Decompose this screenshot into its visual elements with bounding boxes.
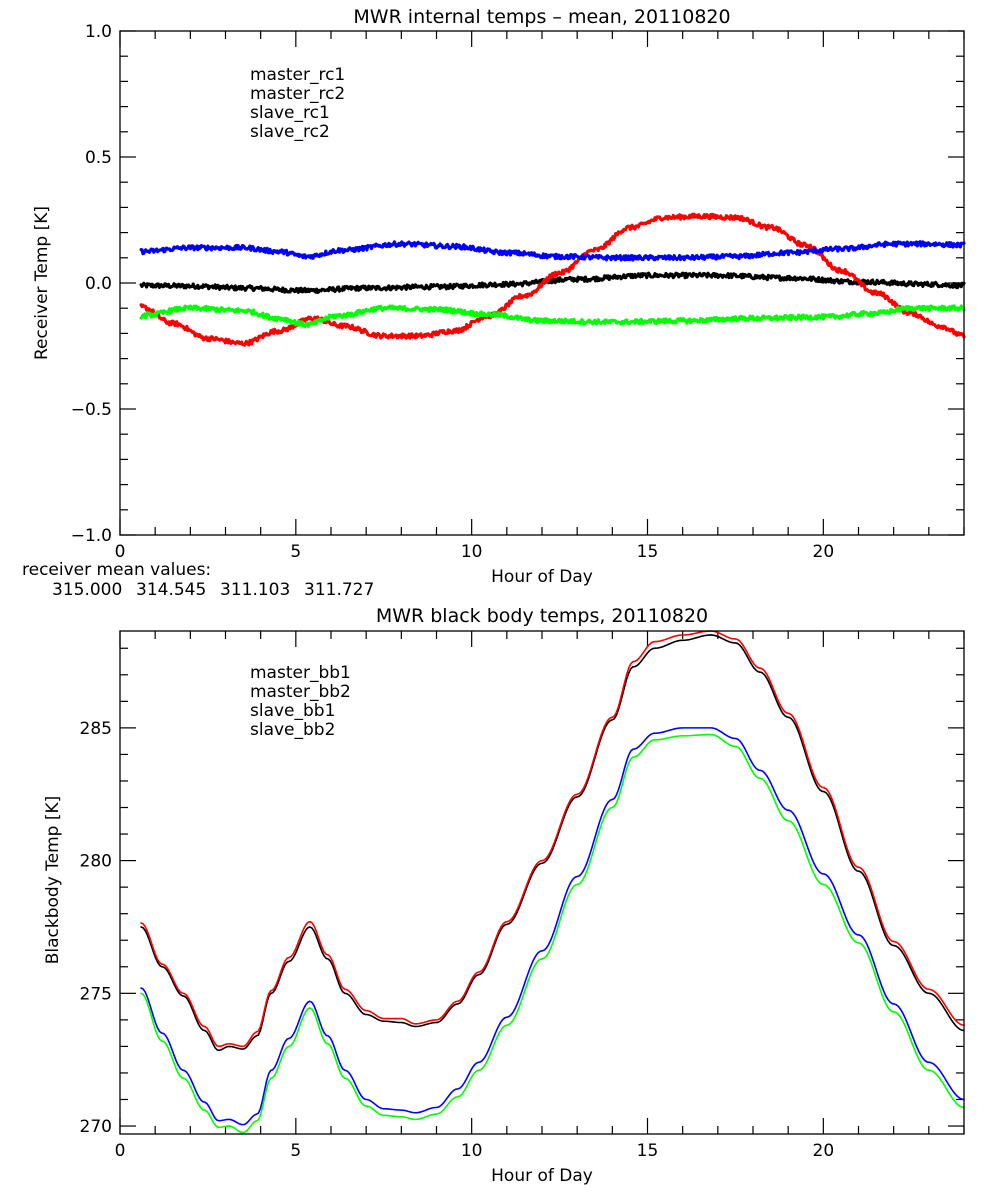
legend-item: slave_bb1 xyxy=(250,701,335,721)
x-tick-label: 10 xyxy=(461,1141,483,1161)
y-tick-label: 285 xyxy=(80,719,112,739)
x-tick-label: 0 xyxy=(115,542,126,562)
blackbody-temp-chart: MWR black body temps, 20110820 Hour of D… xyxy=(43,605,965,1186)
axis-ticks: 0 5 10 15 20 −1.0 −0.5 0.0 0.5 1.0 xyxy=(71,22,965,562)
series-line-slave-bb2 xyxy=(140,733,965,1134)
legend-item: master_rc1 xyxy=(250,65,345,85)
x-axis-label: Hour of Day xyxy=(491,567,593,587)
y-tick-label: 275 xyxy=(80,984,112,1004)
legend-item: slave_rc1 xyxy=(250,103,330,123)
series-line-master-rc1 xyxy=(139,271,966,295)
axis-ticks: 0 5 10 15 20 270 275 280 285 xyxy=(80,631,965,1161)
y-axis-label: Blackbody Temp [K] xyxy=(43,796,63,965)
series-line-slave-bb1 xyxy=(140,727,965,1126)
y-tick-label: 0.0 xyxy=(85,274,112,294)
receiver-mean-value: 315.000 xyxy=(52,580,122,600)
receiver-mean-values: receiver mean values: 315.000 314.545 31… xyxy=(22,560,374,600)
y-tick-label: −1.0 xyxy=(71,526,112,546)
x-tick-label: 15 xyxy=(637,1141,659,1161)
receiver-mean-value: 311.727 xyxy=(304,580,374,600)
legend-item: master_bb1 xyxy=(250,663,351,683)
chart-title: MWR internal temps – mean, 20110820 xyxy=(353,6,730,28)
x-tick-label: 15 xyxy=(637,542,659,562)
x-tick-label: 20 xyxy=(813,1141,835,1161)
legend: master_bb1 master_bb2 slave_bb1 slave_bb… xyxy=(250,663,351,740)
legend-item: slave_bb2 xyxy=(250,720,335,740)
legend-item: master_rc2 xyxy=(250,84,345,104)
x-axis-label: Hour of Day xyxy=(491,1166,593,1186)
x-tick-label: 5 xyxy=(290,1141,301,1161)
receiver-mean-value: 311.103 xyxy=(220,580,290,600)
x-tick-label: 10 xyxy=(461,542,483,562)
series-line-slave-rc1 xyxy=(139,240,966,262)
y-tick-label: 0.5 xyxy=(85,148,112,168)
series-line-master-rc2 xyxy=(139,212,966,347)
legend: master_rc1 master_rc2 slave_rc1 slave_rc… xyxy=(250,65,345,142)
y-tick-label: 1.0 xyxy=(85,22,112,42)
x-tick-label: 5 xyxy=(290,542,301,562)
series-group xyxy=(140,630,965,1134)
x-tick-label: 0 xyxy=(115,1141,126,1161)
receiver-temp-chart: MWR internal temps – mean, 20110820 Hour… xyxy=(32,6,966,587)
series-line-slave-rc2 xyxy=(139,304,966,328)
legend-item: master_bb2 xyxy=(250,682,351,702)
y-tick-label: 280 xyxy=(80,852,112,872)
y-tick-label: 270 xyxy=(80,1117,112,1137)
series-line-master-bb2 xyxy=(140,630,965,1048)
receiver-mean-value: 314.545 xyxy=(136,580,206,600)
plot-frame xyxy=(119,30,965,536)
receiver-mean-label: receiver mean values: xyxy=(22,560,211,580)
y-axis-label: Receiver Temp [K] xyxy=(32,206,52,360)
series-group xyxy=(139,212,966,347)
series-line-master-bb1 xyxy=(140,634,965,1052)
y-tick-label: −0.5 xyxy=(71,400,112,420)
x-tick-label: 20 xyxy=(813,542,835,562)
chart-title: MWR black body temps, 20110820 xyxy=(376,605,708,627)
legend-item: slave_rc2 xyxy=(250,122,330,142)
plot-frame xyxy=(119,630,965,1135)
